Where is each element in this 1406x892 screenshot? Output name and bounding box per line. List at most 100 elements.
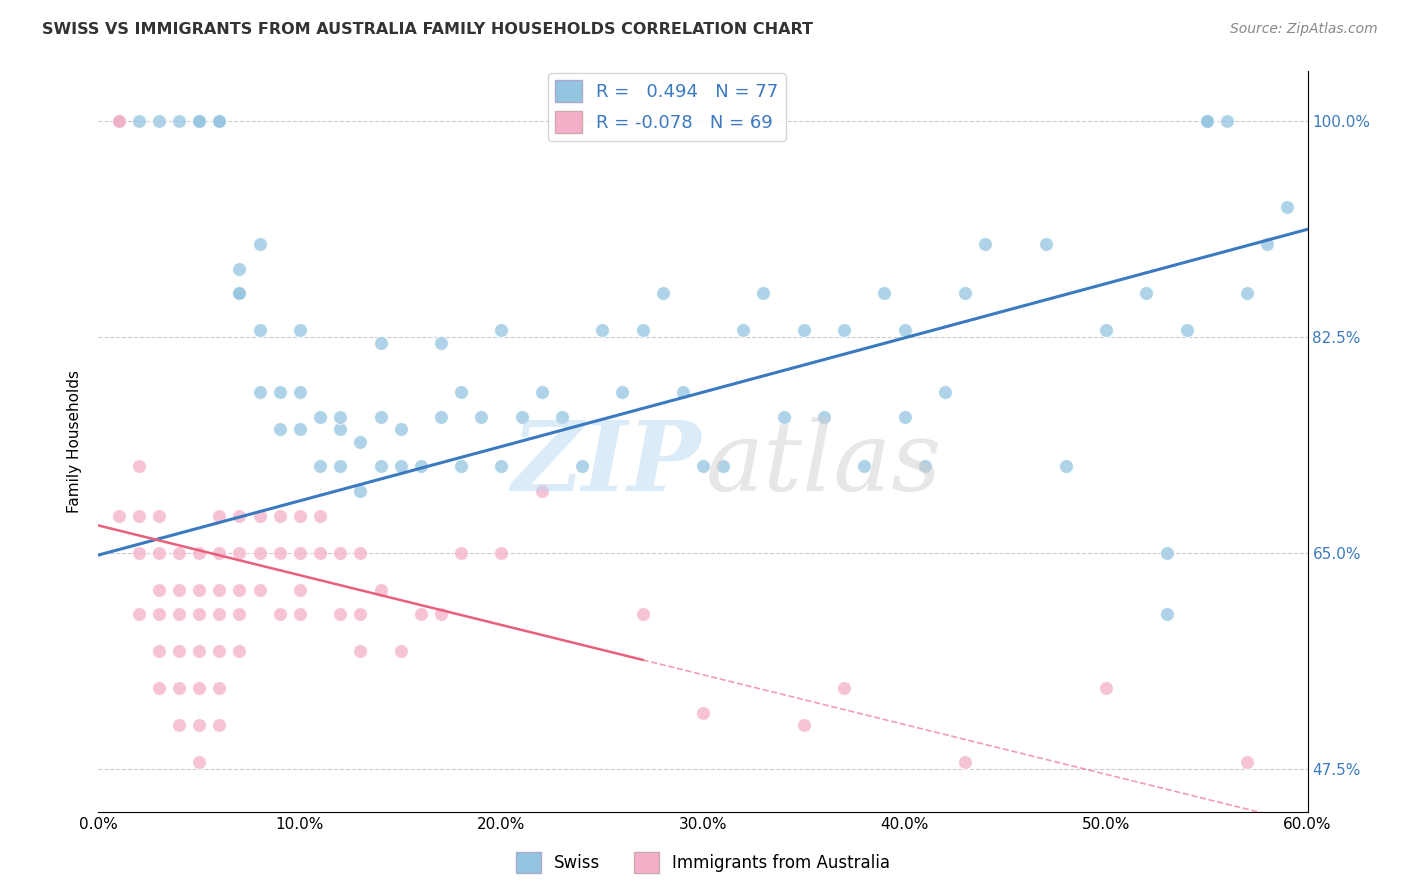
Point [228, 261, 250, 276]
Text: ZIP: ZIP [512, 417, 702, 511]
Point [551, 409, 574, 424]
Point [167, 607, 190, 622]
Point [148, 508, 170, 523]
Legend: R =   0.494   N = 77, R = -0.078   N = 69: R = 0.494 N = 77, R = -0.078 N = 69 [547, 73, 786, 141]
Point [228, 286, 250, 301]
Point [813, 409, 835, 424]
Point [148, 113, 170, 128]
Point [793, 324, 815, 338]
Point [167, 582, 190, 597]
Point [228, 607, 250, 622]
Point [228, 508, 250, 523]
Point [107, 508, 129, 523]
Point [349, 434, 371, 449]
Point [188, 113, 211, 128]
Point [128, 113, 150, 128]
Point [470, 409, 492, 424]
Point [733, 324, 755, 338]
Point [208, 644, 231, 658]
Point [128, 508, 150, 523]
Text: Source: ZipAtlas.com: Source: ZipAtlas.com [1230, 22, 1378, 37]
Point [349, 644, 371, 658]
Point [409, 607, 432, 622]
Point [349, 607, 371, 622]
Point [450, 385, 472, 400]
Point [288, 546, 311, 560]
Point [188, 644, 211, 658]
Point [288, 582, 311, 597]
Point [208, 681, 231, 696]
Point [208, 113, 231, 128]
Point [1095, 324, 1118, 338]
Point [188, 582, 211, 597]
Text: atlas: atlas [706, 417, 942, 511]
Point [208, 582, 231, 597]
Point [329, 459, 352, 474]
Point [329, 546, 352, 560]
Point [148, 681, 170, 696]
Point [329, 409, 352, 424]
Point [1216, 113, 1239, 128]
Point [491, 459, 513, 474]
Point [409, 459, 432, 474]
Point [208, 113, 231, 128]
Point [1035, 237, 1057, 252]
Point [893, 324, 915, 338]
Point [389, 422, 412, 436]
Point [1277, 200, 1299, 214]
Point [953, 286, 976, 301]
Point [370, 582, 392, 597]
Point [832, 681, 855, 696]
Point [591, 324, 613, 338]
Point [269, 385, 291, 400]
Point [349, 483, 371, 498]
Point [309, 409, 332, 424]
Point [491, 324, 513, 338]
Point [1236, 286, 1258, 301]
Point [269, 546, 291, 560]
Point [1095, 681, 1118, 696]
Point [934, 385, 956, 400]
Point [128, 607, 150, 622]
Point [530, 385, 553, 400]
Text: SWISS VS IMMIGRANTS FROM AUSTRALIA FAMILY HOUSEHOLDS CORRELATION CHART: SWISS VS IMMIGRANTS FROM AUSTRALIA FAMIL… [42, 22, 813, 37]
Point [1175, 324, 1198, 338]
Point [1135, 286, 1157, 301]
Point [793, 718, 815, 732]
Point [1256, 237, 1278, 252]
Point [208, 508, 231, 523]
Point [249, 324, 271, 338]
Point [1195, 113, 1218, 128]
Point [491, 546, 513, 560]
Point [309, 546, 332, 560]
Point [752, 286, 775, 301]
Point [953, 756, 976, 770]
Point [651, 286, 673, 301]
Point [288, 324, 311, 338]
Point [249, 508, 271, 523]
Point [208, 546, 231, 560]
Point [631, 607, 654, 622]
Point [370, 335, 392, 350]
Point [370, 409, 392, 424]
Point [832, 324, 855, 338]
Point [974, 237, 997, 252]
Point [107, 113, 129, 128]
Point [128, 459, 150, 474]
Point [672, 385, 695, 400]
Point [249, 546, 271, 560]
Point [167, 546, 190, 560]
Point [188, 607, 211, 622]
Point [269, 508, 291, 523]
Point [430, 409, 453, 424]
Point [349, 546, 371, 560]
Point [571, 459, 593, 474]
Point [167, 644, 190, 658]
Point [1156, 607, 1178, 622]
Point [692, 459, 714, 474]
Point [269, 607, 291, 622]
Point [269, 422, 291, 436]
Point [107, 113, 129, 128]
Point [107, 113, 129, 128]
Point [228, 286, 250, 301]
